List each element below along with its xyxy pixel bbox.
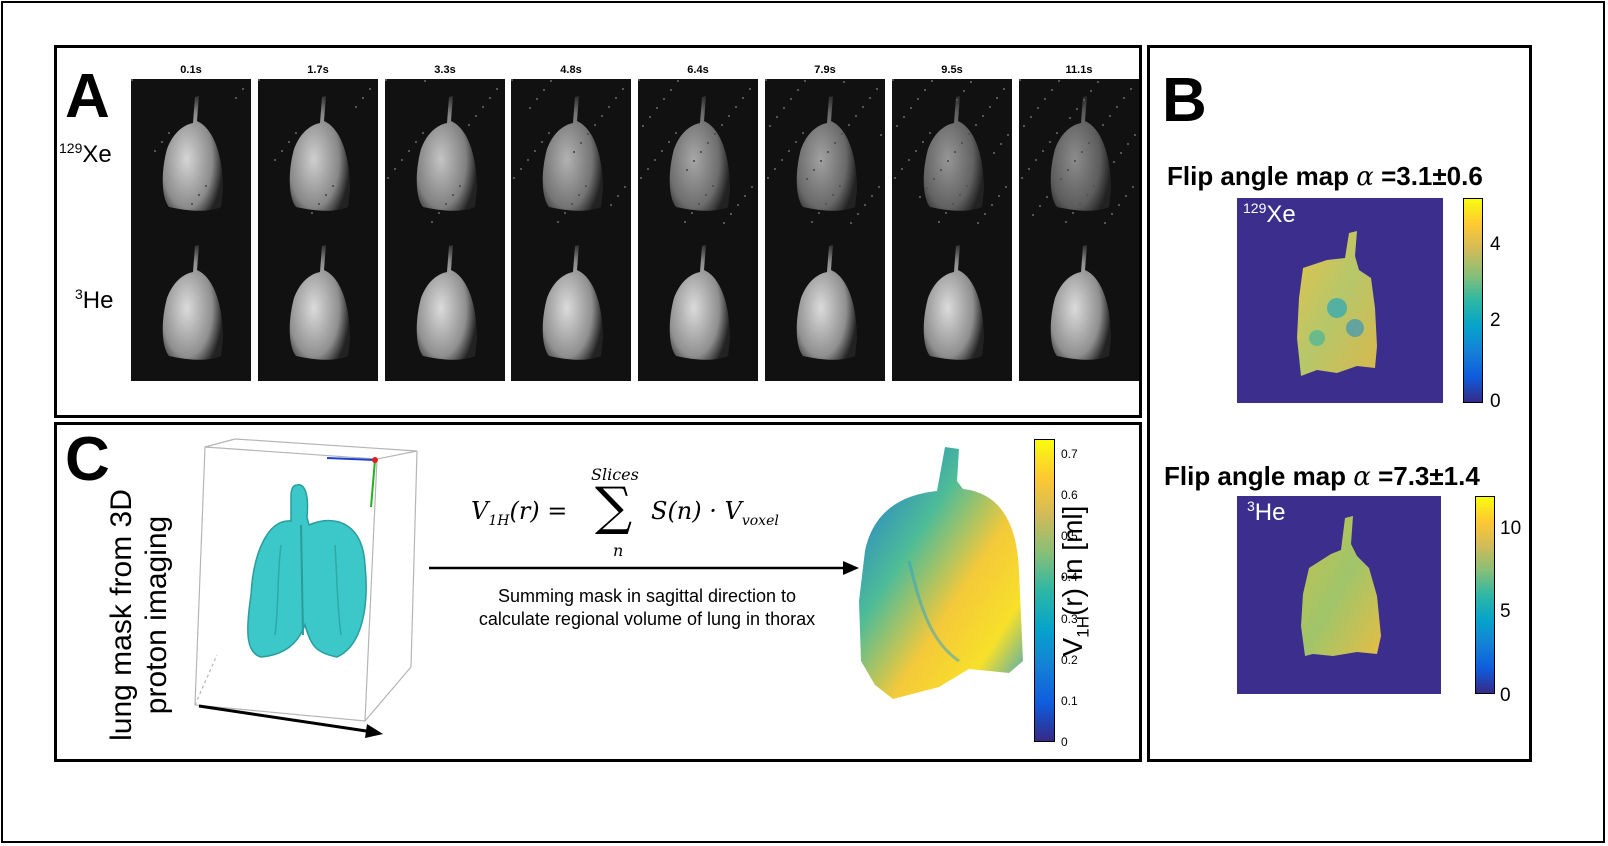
xe-mri-frame xyxy=(765,79,885,232)
axis-y xyxy=(370,459,376,508)
volume-colorbar xyxy=(1034,439,1055,742)
timepoint-label: 7.9s xyxy=(814,64,836,76)
he-lung-image xyxy=(923,245,984,360)
volume-cbar-tick: 0.3 xyxy=(1061,611,1078,626)
volume-cbar-tick: 0.4 xyxy=(1061,570,1078,585)
xe-cbar-tick-2: 2 xyxy=(1490,310,1501,331)
xe-lung-image xyxy=(511,79,626,223)
xe-lung-image xyxy=(1019,79,1136,224)
axis-x xyxy=(326,457,376,461)
he-mri-frame xyxy=(892,228,1012,381)
equation-sigma: ∑ xyxy=(595,477,633,537)
xe-mri-frame xyxy=(385,79,505,232)
timepoint-label: 4.8s xyxy=(560,64,582,76)
mask-label: lung mask from 3D proton imaging xyxy=(105,489,173,741)
volume-cbar-tick: 0.7 xyxy=(1061,447,1078,461)
he-mri-frame xyxy=(131,228,251,381)
he-lung-image xyxy=(162,245,223,360)
he-mri-frame xyxy=(1019,228,1139,381)
timepoint-label: 3.3s xyxy=(434,64,456,76)
xe-flip-angle-map: 129Xe xyxy=(1237,198,1443,403)
timepoint-label: 0.1s xyxy=(180,64,202,76)
volume-cbar-tick: 0.5 xyxy=(1061,529,1078,544)
he-lung-shape xyxy=(1301,516,1381,656)
xe-lung-image xyxy=(765,79,882,224)
he-row-label: 3He xyxy=(75,286,114,314)
he-mri-frame xyxy=(258,228,378,381)
xe-mri-frame xyxy=(892,79,1012,232)
xe-row-label: 129Xe xyxy=(59,140,112,168)
sagittal-direction-arrow xyxy=(198,704,383,738)
he-map-title: Flip angle map α =7.3±1.4 xyxy=(1164,461,1480,492)
equation-sum-top: Slices xyxy=(591,465,639,484)
lung-mask-blob xyxy=(247,484,367,658)
xe-lung-image xyxy=(892,79,1009,224)
he-cbar-tick-0: 0 xyxy=(1500,685,1511,706)
equation-rhs: S(n) · Vvoxel xyxy=(651,497,779,529)
he-mri-frame xyxy=(638,228,758,381)
xe-lung-image xyxy=(385,79,498,223)
he-lung-image xyxy=(289,245,350,360)
xe-cbar-tick-4: 4 xyxy=(1490,234,1501,255)
he-lung-image xyxy=(416,245,477,360)
xe-mri-frame xyxy=(638,79,758,232)
he-flip-angle-map: 3He xyxy=(1237,496,1441,694)
timepoint-label: 9.5s xyxy=(941,64,963,76)
xe-mri-frame xyxy=(258,79,378,232)
xe-lung-image xyxy=(131,79,244,211)
process-caption: Summing mask in sagittal direction to ca… xyxy=(478,586,816,630)
he-lung-image xyxy=(796,245,857,360)
timepoint-label: 11.1s xyxy=(1065,64,1093,76)
xe-mri-frame xyxy=(511,79,631,232)
xe-mri-frame xyxy=(131,79,251,232)
process-arrow xyxy=(429,561,859,575)
xe-colorbar xyxy=(1463,198,1483,403)
volume-cbar-tick: 0.6 xyxy=(1061,488,1078,503)
timepoint-label: 6.4s xyxy=(687,64,709,76)
he-lung-image xyxy=(1050,245,1111,360)
panel-b-letter: B xyxy=(1162,66,1207,135)
panel-a-letter: A xyxy=(65,62,110,131)
he-mri-frame xyxy=(765,228,885,381)
xe-mri-frame xyxy=(1019,79,1139,232)
he-cbar-tick-5: 5 xyxy=(1500,601,1511,622)
volume-cbar-tick: 0 xyxy=(1061,735,1068,749)
panel-c: C lung mask from 3D proton imaging xyxy=(54,422,1142,762)
timepoint-label: 1.7s xyxy=(307,64,329,76)
panel-c-letter: C xyxy=(65,425,110,494)
volume-cbar-tick: 0.2 xyxy=(1061,652,1078,667)
xe-lung-shape xyxy=(1297,231,1377,376)
volume-map xyxy=(859,447,1023,699)
xe-lung-image xyxy=(638,79,753,224)
he-lung-image xyxy=(542,245,603,360)
xe-map-title: Flip angle map α =3.1±0.6 xyxy=(1167,161,1483,192)
he-colorbar xyxy=(1475,496,1495,694)
equation-lhs: V1H(r) = xyxy=(471,497,568,529)
he-cbar-tick-10: 10 xyxy=(1500,518,1522,539)
he-mri-frame xyxy=(385,228,505,381)
he-mri-frame xyxy=(511,228,631,381)
he-lung-image xyxy=(669,245,730,360)
panel-b: B Flip angle map α =3.1±0.6 129Xe 4 2 0 … xyxy=(1147,45,1532,762)
axis-origin xyxy=(372,457,378,463)
volume-cbar-tick: 0.1 xyxy=(1061,693,1078,708)
xe-map-label: 129Xe xyxy=(1243,200,1296,228)
equation-sum-bottom: n xyxy=(613,541,624,560)
xe-lung-image xyxy=(258,79,371,214)
volume-equation: V1H(r) = Slices ∑ n S(n) · Vvoxel xyxy=(459,465,819,565)
panel-a: A 129Xe 3He 0.1s 1.7s 3.3s 4.8s 6.4s 7.9s 9.5s… xyxy=(54,45,1142,418)
xe-cbar-tick-0: 0 xyxy=(1490,391,1501,412)
he-map-label: 3He xyxy=(1247,498,1286,526)
lung-mask-3d xyxy=(194,438,418,722)
volume-colorbar-label: V1H(r) in [ml] xyxy=(1057,505,1093,657)
